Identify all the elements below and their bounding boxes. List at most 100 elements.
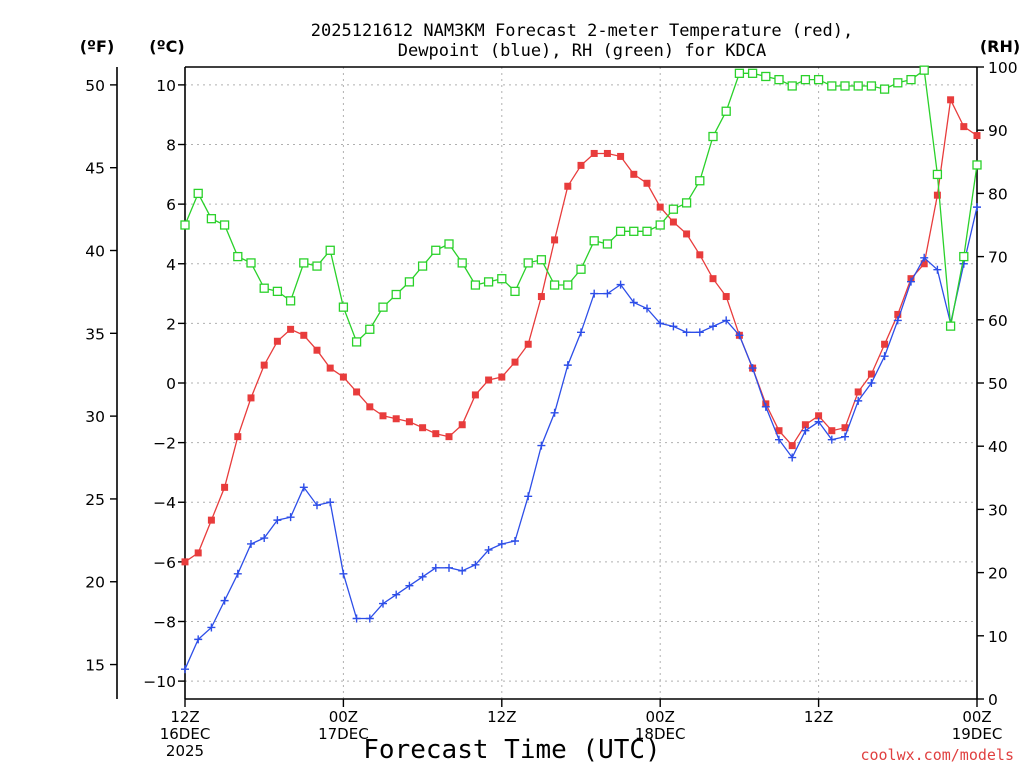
temperature-point [260,361,268,369]
dewpoint-point [761,402,770,411]
axes: −10 −8 −6 −4 −2 0 2 4 6 8 10 15 20 25 30 35 40 45 50 0 10 20 3… [85,59,1017,709]
temperature-point [300,331,308,339]
dewpoint-point [550,408,559,417]
fahrenheit-tick-label: 40 [85,243,105,261]
dewpoint-point [577,328,585,337]
rh-point [312,261,322,271]
temperature-point [366,403,374,411]
fahrenheit-tick-label: 30 [85,408,105,426]
chart-title-line1: 2025121612 NAM3KM Forecast 2-meter Tempe… [311,21,853,41]
dewpoint-point [339,569,348,578]
rh-point [761,71,771,82]
dewpoint-point [220,596,229,605]
data-series [180,65,982,674]
temperature-point [854,388,862,396]
dewpoint-point [920,253,929,262]
dewpoint-point [841,432,849,441]
dewpoint-point [379,599,387,608]
temperature-point [379,412,387,420]
dewpoint-point [458,566,467,575]
rh-point [827,81,837,91]
x-tick-label: 17DEC [318,725,369,743]
rh-point [259,283,269,293]
temperature-point [801,421,809,429]
dewpoint-point [524,492,533,501]
rh-point [444,239,454,249]
rh-point [431,245,441,255]
temperature-point [458,421,466,429]
dewpoint-point [431,563,440,572]
temperature-point [828,427,836,435]
celsius-tick-label: 6 [166,196,176,214]
rh-point [563,280,573,290]
rh-point [774,74,784,85]
dewpoint-point [286,513,295,522]
celsius-tick-label: 2 [166,315,176,333]
temperature-point [841,424,849,432]
dewpoint-point [854,396,863,405]
temperature-point [973,132,981,140]
rh-tick-label: 80 [988,185,1008,203]
temperature-point [656,203,664,211]
dewpoint-point [735,331,744,340]
fahrenheit-tick-label: 45 [85,160,105,178]
rh-point [629,226,639,236]
dewpoint-point [247,539,255,548]
temperature-point [815,412,823,420]
celsius-tick-label: 0 [166,375,176,393]
temperature-point [709,275,717,283]
rh-point [708,131,718,142]
celsius-tick-label: 8 [166,137,176,155]
rh-point [219,220,230,230]
temperature-point [392,415,400,423]
rh-tick-label: 20 [988,565,1008,583]
dewpoint-point [352,614,361,623]
rh-point [787,81,797,91]
rh-tick-label: 40 [988,438,1008,456]
temperature-point [643,179,651,187]
dewpoint-point [669,322,678,331]
series-2 [180,65,982,347]
rh-point [602,239,613,249]
temperature-point [221,483,229,491]
dewpoint-point [418,572,427,581]
dewpoint-point [709,322,717,331]
fahrenheit-tick-label: 35 [85,325,105,343]
temperature-point [590,149,598,157]
rh-tick-label: 100 [988,59,1018,77]
rh-point [695,176,705,186]
rh-point [853,81,863,91]
rh-tick-label: 70 [988,249,1008,267]
temperature-point [947,96,955,104]
rh-point [589,236,599,246]
temperature-point [405,418,413,426]
celsius-tick-label: −8 [153,613,176,631]
dewpoint-point [682,328,691,337]
temperature-point [419,424,427,432]
temperature-point [353,388,361,396]
temperature-point [867,370,875,378]
rh-point [470,280,481,290]
celsius-tick-label: 4 [166,256,176,274]
rh-point [497,274,507,284]
rh-point [668,204,679,214]
chart-title-line2: Dewpoint (blue), RH (green) for KDCA [398,41,766,61]
temperature-point [960,123,968,131]
temperature-point [471,391,479,399]
rh-point [365,324,375,334]
rh-point [378,302,388,312]
temperature-point [603,149,611,157]
dewpoint-point [722,316,731,325]
temperature-point [696,251,704,259]
rh-point [523,258,533,268]
dewpoint-point [748,364,757,373]
temperature-point [617,152,625,160]
x-tick-label: 12Z [170,708,199,726]
temperature-point [511,358,519,366]
dewpoint-point [233,569,242,578]
rh-tick-label: 50 [988,375,1008,393]
rh-point [576,264,586,274]
temperature-point [313,346,321,354]
x-tick-label: 00Z [646,708,675,726]
dewpoint-point [907,277,915,286]
